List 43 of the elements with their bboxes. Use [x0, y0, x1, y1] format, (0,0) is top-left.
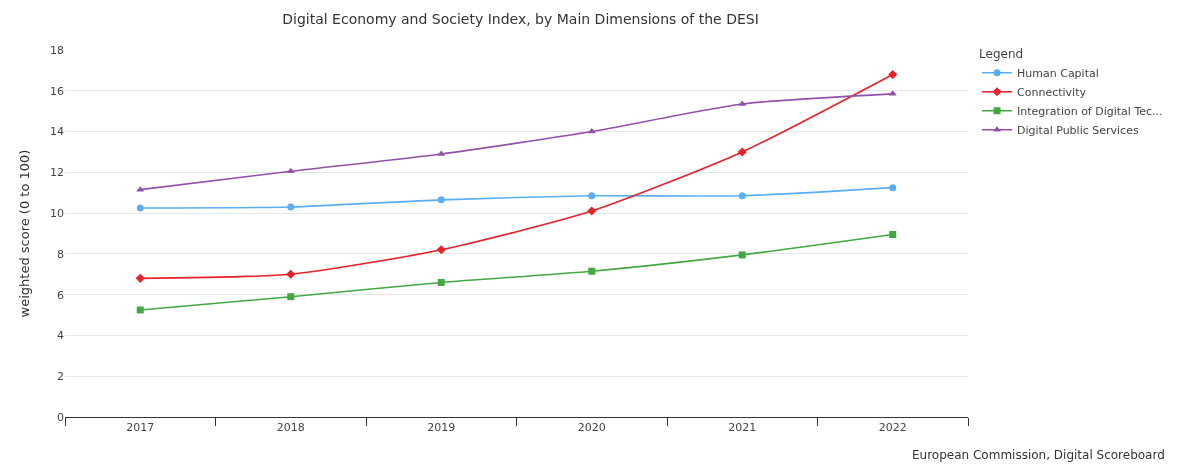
point — [889, 184, 897, 192]
x-tick-label: 2018 — [276, 421, 305, 435]
point — [888, 69, 898, 80]
point — [287, 203, 295, 211]
y-tick-label: 18 — [50, 43, 64, 57]
x-tick-label: 2017 — [126, 421, 155, 435]
y-tick-label: 14 — [50, 125, 64, 139]
point — [587, 206, 597, 216]
point — [588, 192, 596, 200]
y-axis-title: weighted score (0 to 100) — [17, 149, 32, 318]
text: European Commission, Digital Scoreboard — [912, 448, 1165, 462]
chart-title: Digital Economy and Society Index, by Main Dimensions of the DESI — [282, 11, 759, 28]
y-tick-label: 2 — [57, 370, 64, 384]
point — [286, 269, 296, 279]
legend-label: Human Capital — [1017, 67, 1099, 81]
y-tick-label: 6 — [57, 288, 64, 302]
point — [437, 196, 445, 204]
y-tick-label: 8 — [57, 247, 64, 261]
y-tick-label: 10 — [50, 206, 64, 220]
legend-label: Digital Public Services — [1017, 124, 1139, 138]
x-tick-label: 2021 — [728, 421, 757, 435]
point — [738, 251, 746, 259]
y-tick-label: 12 — [50, 166, 64, 180]
point — [737, 147, 747, 157]
point — [135, 273, 145, 283]
point — [437, 278, 445, 286]
legend-title: Legend — [979, 47, 1024, 62]
y-tick-label: 4 — [57, 329, 64, 343]
x-tick-label: 2020 — [577, 421, 606, 435]
y-tick-label: 0 — [57, 410, 64, 424]
point — [889, 231, 897, 239]
point — [286, 167, 295, 174]
point — [136, 204, 144, 212]
point — [287, 293, 295, 301]
x-tick-label: 2019 — [427, 421, 456, 435]
point — [136, 306, 144, 314]
legend-label: Connectivity — [1017, 86, 1087, 100]
point — [738, 192, 746, 200]
legend-label: Integration of Digital Tec... — [1017, 105, 1163, 119]
y-tick-label: 16 — [50, 84, 64, 98]
x-tick-label: 2022 — [878, 421, 907, 435]
point — [588, 267, 596, 275]
point — [436, 245, 446, 255]
